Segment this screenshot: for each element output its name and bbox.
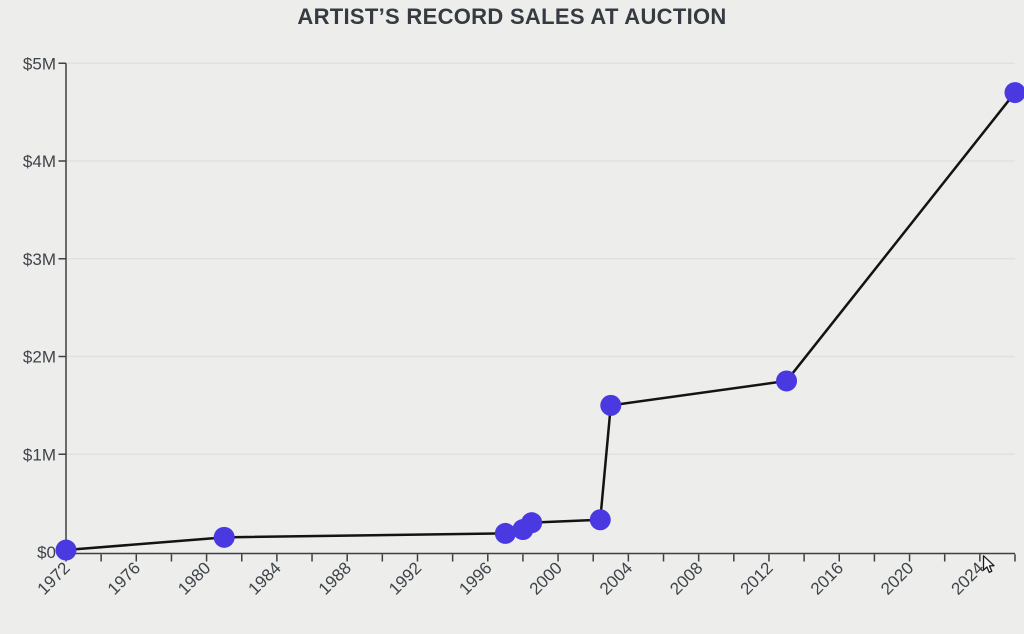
data-point (589, 509, 611, 531)
x-tick-label: 1988 (315, 558, 355, 598)
data-point (55, 539, 77, 561)
x-tick-label: 2020 (877, 558, 917, 598)
x-tick-label: 1984 (245, 558, 285, 598)
y-tick-label: $2M (23, 348, 56, 367)
x-tick-label: 2016 (807, 558, 847, 598)
x-tick-label: 2008 (666, 558, 706, 598)
y-tick-label: $5M (23, 54, 56, 73)
x-tick-label: 1980 (174, 558, 214, 598)
x-axis-ticks (65, 554, 1016, 562)
axes (65, 63, 1015, 555)
x-tick-label: 2004 (596, 558, 636, 598)
x-axis-labels: 1972 1976 1980 1984 1988 1992 1996 2000 2004 2008… (34, 558, 988, 598)
data-point (521, 512, 543, 534)
data-points (55, 82, 1024, 561)
x-tick-label: 2012 (737, 558, 777, 598)
y-tick-label: $1M (23, 445, 56, 464)
y-axis-ticks: $0 $1M $2M $3M $4M $5M (23, 54, 66, 562)
y-tick-label: $3M (23, 250, 56, 269)
x-tick-label: 1996 (455, 558, 495, 598)
y-tick-label: $4M (23, 152, 56, 171)
x-tick-label: 1992 (385, 558, 425, 598)
data-point (776, 370, 798, 392)
y-gridlines (66, 62, 1015, 455)
data-point (213, 526, 235, 548)
x-tick-label: 2024 (947, 558, 987, 598)
x-tick-label: 1976 (104, 558, 144, 598)
data-point (494, 522, 516, 544)
chart-title: ARTIST’S RECORD SALES AT AUCTION (297, 4, 727, 29)
data-point (600, 394, 622, 416)
x-tick-label: 2000 (526, 558, 566, 598)
data-point (1004, 82, 1024, 104)
y-tick-label: $0 (37, 543, 56, 562)
x-tick-label: 1972 (34, 558, 74, 598)
